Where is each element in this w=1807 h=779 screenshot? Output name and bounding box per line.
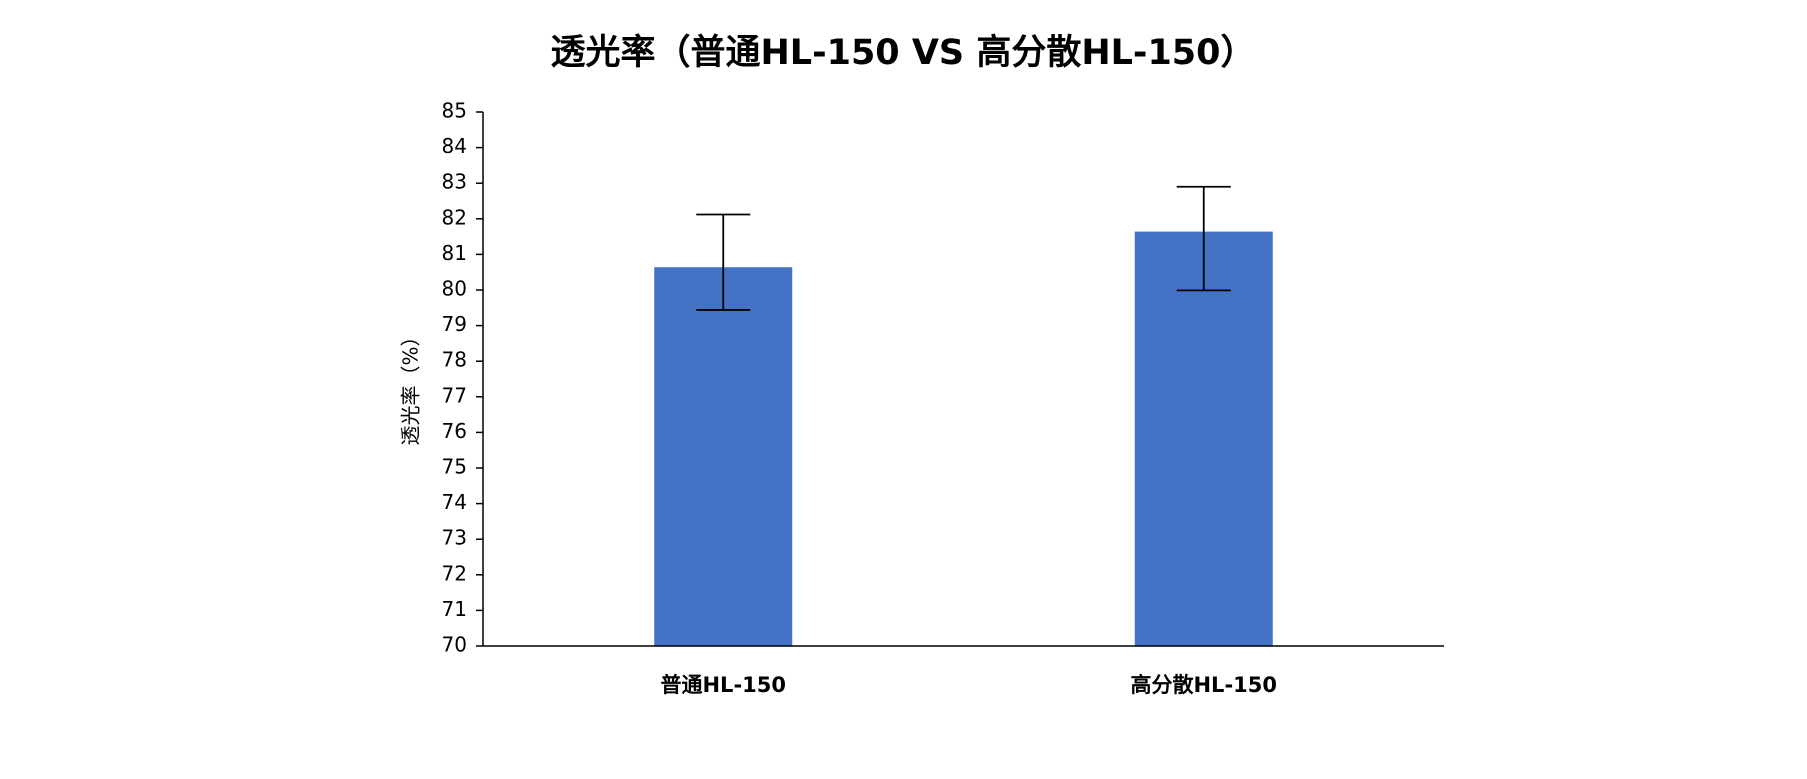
y-tick-label: 85 [442, 99, 467, 123]
y-tick-label: 80 [442, 277, 467, 301]
x-tick-label: 高分散HL-150 [1130, 673, 1277, 697]
chart-title: 透光率（普通HL-150 VS 高分散HL-150） [550, 33, 1255, 73]
y-axis-label: 透光率（%） [399, 326, 423, 445]
y-tick-label: 83 [442, 170, 467, 194]
y-tick-label: 72 [442, 561, 467, 585]
y-tick-label: 77 [442, 383, 467, 407]
y-tick-label: 81 [442, 241, 467, 265]
x-tick-label: 普通HL-150 [660, 673, 786, 697]
bar [1134, 231, 1273, 646]
y-tick-label: 75 [442, 455, 467, 479]
bar [654, 267, 793, 646]
y-tick-label: 76 [442, 419, 467, 443]
y-tick-label: 84 [442, 134, 467, 158]
y-tick-label: 70 [442, 633, 467, 657]
y-tick-label: 78 [442, 348, 467, 372]
y-tick-label: 73 [442, 526, 467, 550]
y-tick-label: 71 [442, 597, 467, 621]
y-tick-label: 74 [442, 490, 467, 514]
y-tick-label: 82 [442, 205, 467, 229]
y-tick-label: 79 [442, 312, 467, 336]
